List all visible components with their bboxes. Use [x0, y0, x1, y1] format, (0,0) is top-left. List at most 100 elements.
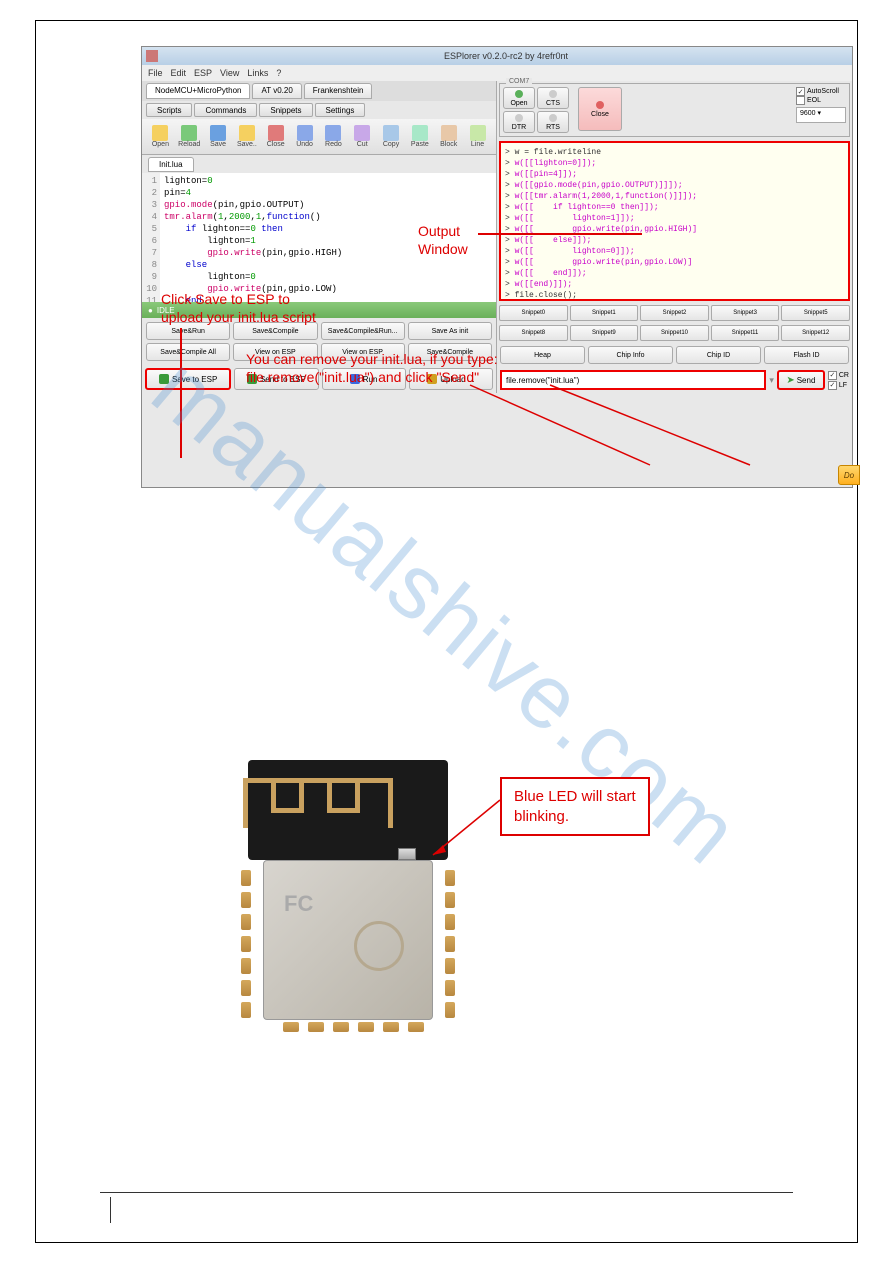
sub-tabs: Scripts Commands Snippets Settings [142, 101, 496, 119]
undo-icon [297, 125, 313, 141]
reload-icon [181, 125, 197, 141]
arrow-save-esp [180, 328, 182, 458]
menu-help[interactable]: ? [276, 68, 281, 78]
menu-edit[interactable]: Edit [171, 68, 187, 78]
snippet-snippet8[interactable]: Snippet8 [499, 325, 568, 341]
subtab-commands[interactable]: Commands [194, 103, 257, 117]
tool-save[interactable]: Save [206, 122, 231, 151]
tool-block[interactable]: Block [436, 122, 461, 151]
tab-frank[interactable]: Frankenshtein [304, 83, 373, 99]
file-tab-init[interactable]: Init.lua [148, 157, 194, 172]
line-icon [470, 125, 486, 141]
check-autoscroll[interactable]: ✓AutoScroll [796, 87, 846, 96]
window-title: ESPlorer v0.2.0-rc2 by 4refr0nt [164, 51, 848, 61]
open-indicator-icon [515, 90, 523, 98]
tab-nodemcu[interactable]: NodeMCU+MicroPython [146, 83, 250, 99]
btn-icon [159, 374, 169, 384]
subtab-scripts[interactable]: Scripts [146, 103, 192, 117]
snippet-snippet2[interactable]: Snippet2 [640, 305, 709, 321]
checkbox-icon: ✓ [796, 87, 805, 96]
snippet-snippet5[interactable]: Snippet5 [781, 305, 850, 321]
paste-icon [412, 125, 428, 141]
chip-rf-shield: FC [263, 860, 433, 1020]
subtab-settings[interactable]: Settings [315, 103, 366, 117]
annotation-save-esp: Click Save to ESP to upload your init.lu… [161, 290, 316, 326]
info-chip-id[interactable]: Chip ID [676, 346, 761, 364]
close-label: Close [591, 111, 609, 118]
snippet-snippet1[interactable]: Snippet1 [570, 305, 639, 321]
snippet-snippet11[interactable]: Snippet11 [711, 325, 780, 341]
action-save-compile-all[interactable]: Save&Compile All [146, 343, 230, 361]
callout-led-text: Blue LED will start blinking. [514, 788, 636, 825]
snippet-snippet3[interactable]: Snippet3 [711, 305, 780, 321]
footer-rule [100, 1192, 793, 1193]
cts-indicator-icon [549, 90, 557, 98]
send-button[interactable]: ➤ Send [777, 370, 825, 390]
snippet-snippet10[interactable]: Snippet10 [640, 325, 709, 341]
copy-icon [383, 125, 399, 141]
annotation-remove: You can remove your init.lua, if you typ… [246, 350, 498, 386]
conn-cts[interactable]: CTS [537, 87, 569, 109]
menu-esp[interactable]: ESP [194, 68, 212, 78]
close-icon [596, 101, 604, 109]
connection-panel: COM7 OpenCTSDTRRTS Close ✓AutoScrollEOL … [499, 83, 850, 137]
baud-select[interactable]: 9600 ▾ [796, 107, 846, 123]
baud-value: 9600 [800, 110, 816, 117]
info-flash-id[interactable]: Flash ID [764, 346, 849, 364]
conn-rts[interactable]: RTS [537, 111, 569, 133]
snippet-snippet9[interactable]: Snippet9 [570, 325, 639, 341]
title-bar: ESPlorer v0.2.0-rc2 by 4refr0nt [142, 47, 852, 65]
output-window: > w = file.writeline > w([[lighton=0]]);… [499, 141, 850, 301]
conn-dtr[interactable]: DTR [503, 111, 535, 133]
conn-open[interactable]: Open [503, 87, 535, 109]
btn-save-to-esp[interactable]: Save to ESP [145, 368, 231, 390]
menu-view[interactable]: View [220, 68, 239, 78]
close-connection-button[interactable]: Close [578, 87, 622, 131]
subtab-snippets[interactable]: Snippets [259, 103, 312, 117]
annotation-output-window: Output Window [418, 222, 468, 258]
rts-indicator-icon [549, 114, 557, 122]
arrow-remove [470, 385, 690, 475]
arrow-output [478, 233, 642, 235]
footer-separator [110, 1197, 111, 1223]
dtr-indicator-icon [515, 114, 523, 122]
donate-button[interactable]: Do [838, 465, 860, 485]
info-chip-info[interactable]: Chip Info [588, 346, 673, 364]
action-save-compile-run---[interactable]: Save&Compile&Run... [321, 322, 405, 340]
redo-icon [325, 125, 341, 141]
check-cr[interactable]: ✓CR [828, 371, 849, 380]
save-icon [210, 125, 226, 141]
block-icon [441, 125, 457, 141]
arrow-led [428, 800, 503, 865]
check-lf[interactable]: ✓LF [828, 381, 849, 390]
tool-save..[interactable]: Save.. [234, 122, 259, 151]
chip-led [398, 848, 416, 860]
tab-at[interactable]: AT v0.20 [252, 83, 301, 99]
tool-undo[interactable]: Undo [292, 122, 317, 151]
tool-copy[interactable]: Copy [379, 122, 404, 151]
tool-redo[interactable]: Redo [321, 122, 346, 151]
open-icon [152, 125, 168, 141]
snippet-row-2: Snippet8Snippet9Snippet10Snippet11Snippe… [497, 323, 852, 343]
snippet-snippet12[interactable]: Snippet12 [781, 325, 850, 341]
chip-info-row: HeapChip InfoChip IDFlash ID [497, 343, 852, 367]
save..-icon [239, 125, 255, 141]
menu-links[interactable]: Links [247, 68, 268, 78]
check-eol[interactable]: EOL [796, 96, 846, 105]
tool-cut[interactable]: Cut [350, 122, 375, 151]
action-save-as-init[interactable]: Save As init [408, 322, 492, 340]
menu-file[interactable]: File [148, 68, 163, 78]
dropdown-icon[interactable]: ▾ [769, 375, 774, 386]
right-pane: COM7 OpenCTSDTRRTS Close ✓AutoScrollEOL … [497, 81, 852, 393]
tool-close[interactable]: Close [263, 122, 288, 151]
checkbox-icon: ✓ [828, 371, 837, 380]
tool-line[interactable]: Line [465, 122, 490, 151]
callout-led: Blue LED will start blinking. [500, 777, 650, 836]
com-port-label: COM7 [506, 78, 532, 85]
tool-open[interactable]: Open [148, 122, 173, 151]
top-tabs: NodeMCU+MicroPython AT v0.20 Frankenshte… [142, 81, 496, 101]
tool-paste[interactable]: Paste [407, 122, 432, 151]
tool-reload[interactable]: Reload [177, 122, 202, 151]
info-heap[interactable]: Heap [500, 346, 585, 364]
snippet-snippet0[interactable]: Snippet0 [499, 305, 568, 321]
